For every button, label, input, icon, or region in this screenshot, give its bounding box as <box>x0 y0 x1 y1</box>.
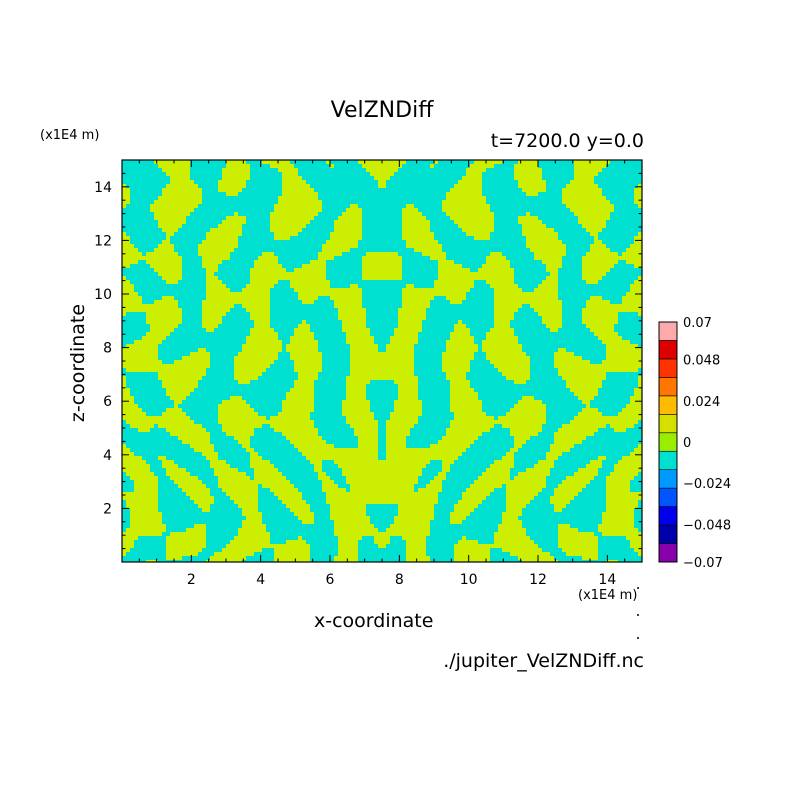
y-tick-label: 10 <box>94 287 112 303</box>
field-positive-region <box>122 160 642 562</box>
chart-title-wrap: VelZNDiff <box>0 98 764 123</box>
colorbar-swatch <box>658 524 678 544</box>
y-tick-label: 14 <box>94 180 112 196</box>
x-axis: 2 4 6 8 10 12 14 <box>138 160 626 588</box>
y-tick-label: 6 <box>103 394 112 410</box>
x-unit-label: (x1E4 m) <box>578 588 638 603</box>
y-tick-label: 4 <box>103 448 112 464</box>
colorbar-tick-label: −0.048 <box>683 518 731 533</box>
colorbar-swatch <box>658 377 678 397</box>
colorbar-tick-label: 0 <box>683 436 691 451</box>
colorbar-tick-label: 0.048 <box>683 354 720 369</box>
colorbar-swatch <box>658 432 678 452</box>
x-tick-label: 2 <box>187 572 196 588</box>
x-tick-label: 10 <box>460 572 478 588</box>
colorbar-swatch <box>658 469 678 489</box>
unit-dot <box>637 637 639 639</box>
x-tick-label: 12 <box>529 572 547 588</box>
x-tick-label: 4 <box>256 572 265 588</box>
colorbar-swatch <box>658 543 678 563</box>
colorbar-tick-label: 0.07 <box>683 316 712 331</box>
colorbar-swatch <box>658 414 678 434</box>
chart-subtitle: t=7200.0 y=0.0 <box>490 130 644 152</box>
unit-dot <box>637 614 639 616</box>
unit-dot <box>637 587 639 589</box>
contour-field <box>122 160 642 562</box>
x-axis-label: x-coordinate <box>314 610 434 632</box>
colorbar-swatch <box>658 395 678 415</box>
colorbar-tick-label: 0.024 <box>683 395 720 410</box>
y-axis: 2 4 6 8 10 12 14 <box>94 172 642 550</box>
colorbar-frame <box>658 321 678 563</box>
colorbar-swatch <box>658 358 678 378</box>
z-unit-label: (x1E4 m) <box>40 128 100 143</box>
colorbar-swatch <box>658 506 678 526</box>
colorbar-swatch <box>658 487 678 507</box>
y-tick-label: 2 <box>103 501 112 517</box>
colorbar-swatch <box>658 450 678 470</box>
x-tick-label: 14 <box>598 572 616 588</box>
y-tick-label: 8 <box>103 341 112 357</box>
x-tick-label: 8 <box>395 572 404 588</box>
chart-title: VelZNDiff <box>330 98 434 123</box>
source-file-label: ./jupiter_VelZNDiff.nc <box>443 650 644 672</box>
colorbar-tick-label: −0.07 <box>683 556 723 571</box>
colorbar-swatch <box>658 321 678 341</box>
colorbar-swatch <box>658 340 678 360</box>
y-tick-label: 12 <box>94 233 112 249</box>
unit-marks <box>637 587 639 639</box>
colorbar: 0.07 0.048 0.024 0 −0.024 −0.048 −0.07 <box>658 316 731 571</box>
colorbar-tick-label: −0.024 <box>683 477 731 492</box>
x-tick-label: 6 <box>326 572 335 588</box>
